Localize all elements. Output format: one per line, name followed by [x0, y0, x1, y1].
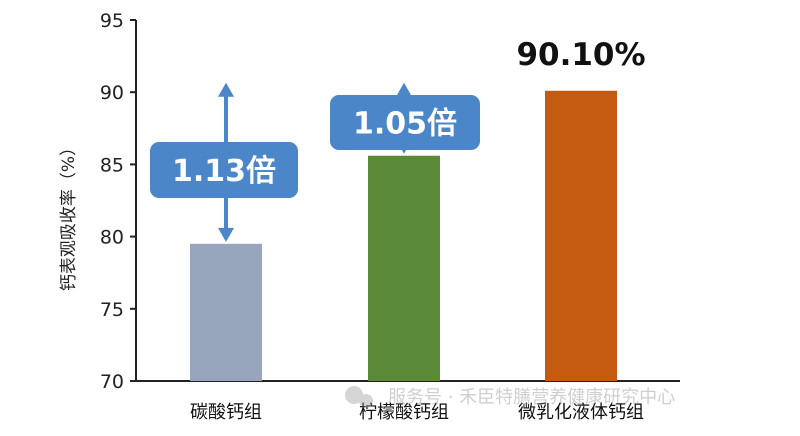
ratio-label: 1.05倍 [353, 107, 457, 142]
ratio-annotation: 1.05倍 [330, 82, 480, 154]
ratio-annotation: 1.13倍 [150, 82, 298, 242]
arrow-up-icon [218, 82, 234, 97]
wechat-icon [345, 386, 363, 404]
x-tick-label: 微乳化液体钙组 [518, 402, 644, 423]
x-tick-label: 柠檬酸钙组 [359, 402, 449, 423]
x-tick-label: 碳酸钙组 [190, 402, 262, 423]
bar [368, 155, 440, 381]
ratio-label-box [150, 142, 298, 198]
ratio-label-box [330, 95, 480, 150]
watermark-text: 服务号 · 禾臣特膳营养健康研究中心 [388, 387, 675, 408]
y-tick-label: 85 [100, 154, 124, 176]
y-tick-label: 80 [100, 227, 124, 249]
ratio-label: 1.13倍 [172, 154, 276, 189]
arrow-up-icon [396, 82, 412, 97]
arrow-down-icon [218, 227, 234, 242]
data-label: 90.10% [516, 37, 645, 73]
y-axis-label: 钙表观吸收率（%） [59, 139, 79, 291]
watermark: 服务号 · 禾臣特膳营养健康研究中心 [345, 386, 675, 408]
y-tick-label: 75 [100, 299, 124, 321]
y-tick-label: 70 [100, 371, 124, 393]
bar [545, 90, 617, 382]
bar [190, 243, 262, 381]
y-tick-label: 95 [100, 10, 124, 32]
y-tick-label: 90 [100, 82, 124, 104]
